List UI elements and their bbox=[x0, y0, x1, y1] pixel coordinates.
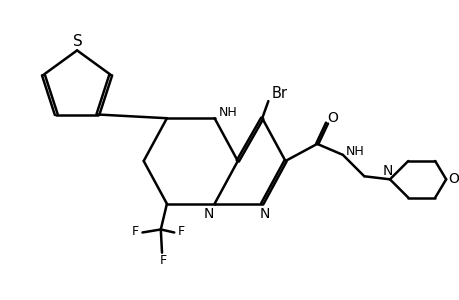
Text: Br: Br bbox=[271, 86, 287, 101]
Text: F: F bbox=[159, 254, 167, 267]
Text: F: F bbox=[178, 225, 185, 239]
Text: O: O bbox=[448, 172, 459, 186]
Text: NH: NH bbox=[345, 145, 364, 158]
Text: O: O bbox=[327, 111, 338, 125]
Text: NH: NH bbox=[218, 106, 237, 118]
Text: F: F bbox=[131, 225, 139, 239]
Text: N: N bbox=[381, 164, 392, 178]
Text: S: S bbox=[73, 34, 83, 49]
Text: N: N bbox=[259, 207, 269, 220]
Text: N: N bbox=[203, 207, 213, 220]
